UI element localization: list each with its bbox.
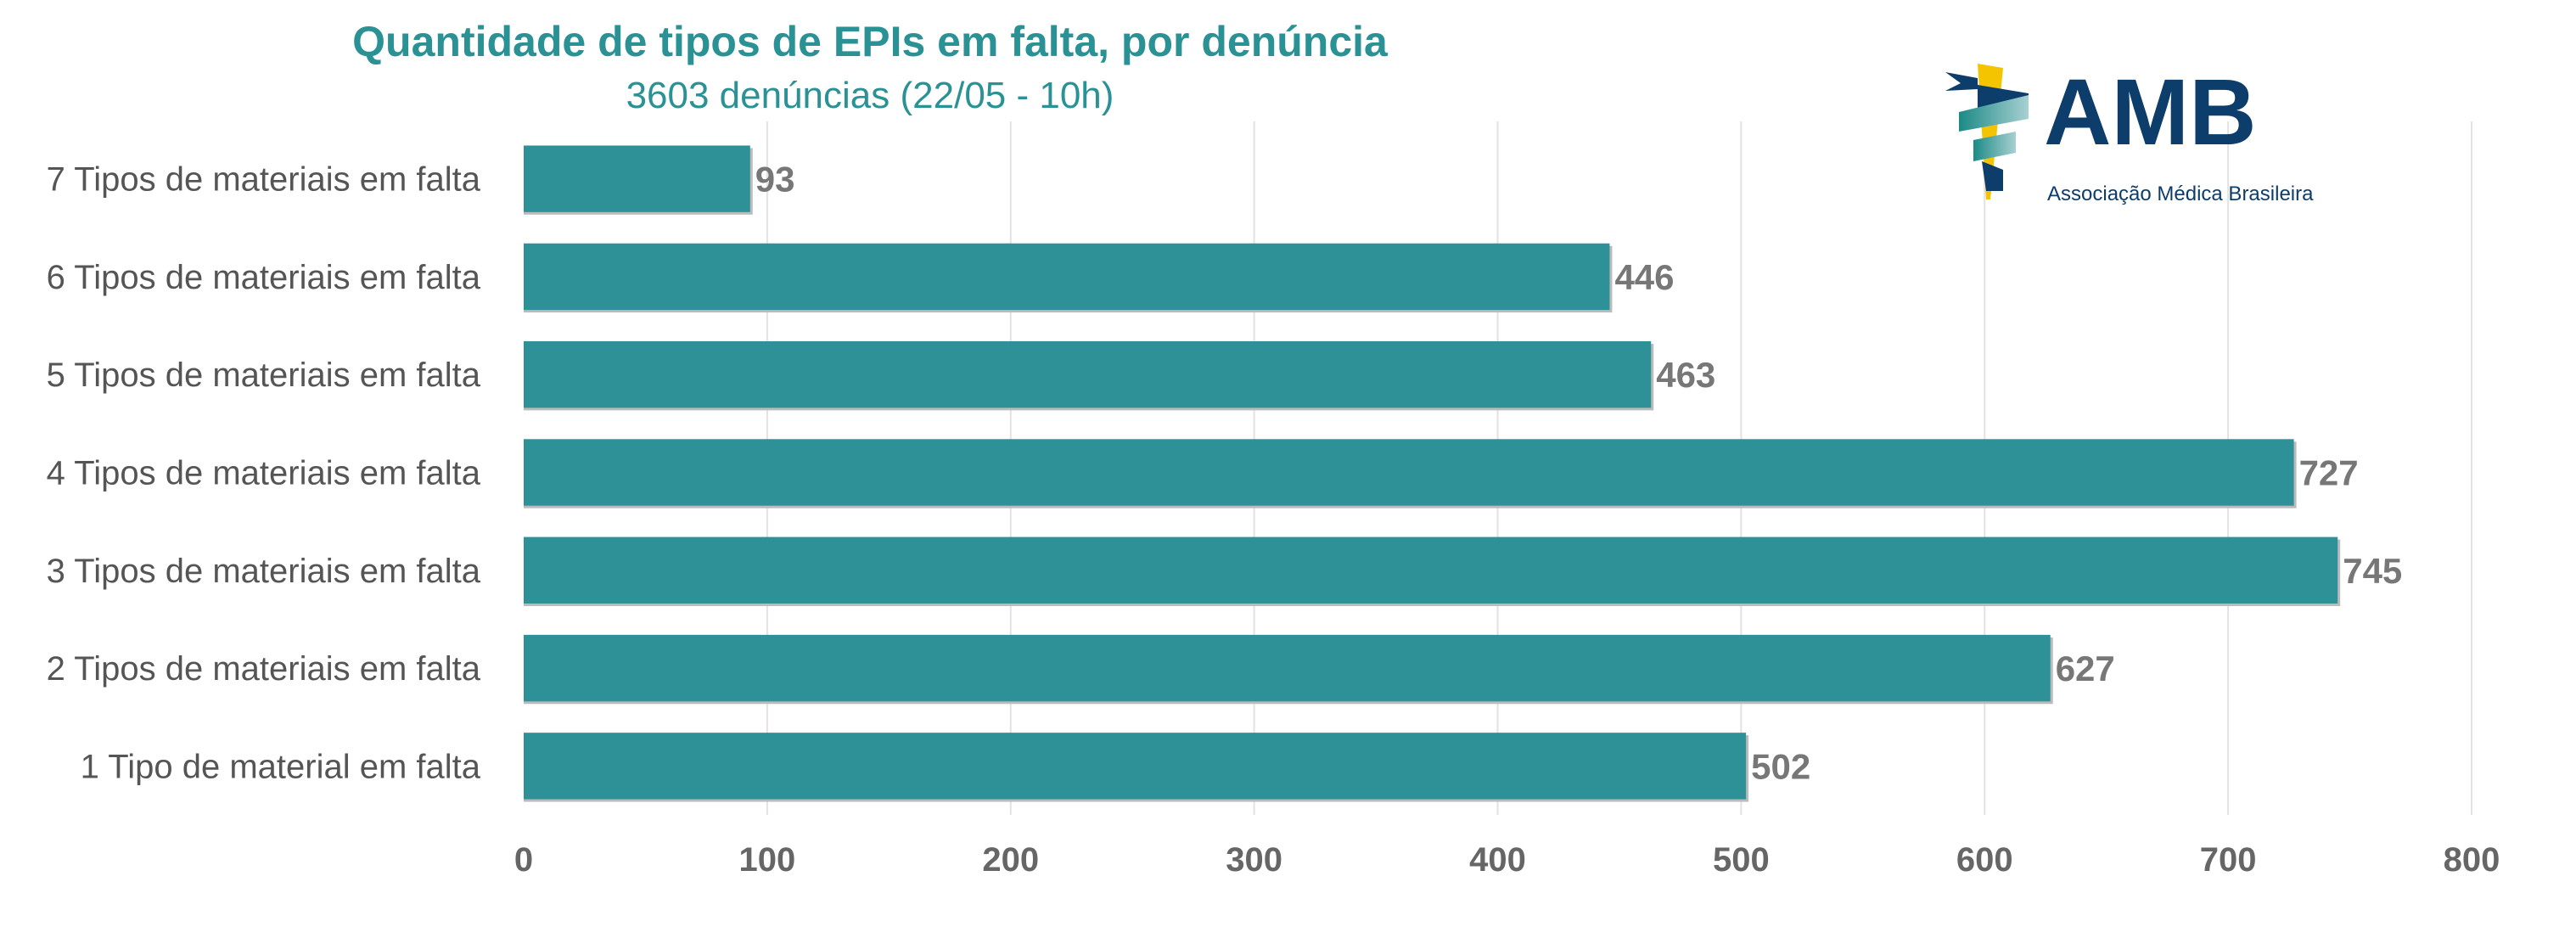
x-tick-label: 400 — [1469, 841, 1526, 879]
y-category-label: 6 Tipos de materiais em falta — [47, 259, 481, 296]
x-tick-label: 0 — [514, 841, 533, 879]
y-category-label: 4 Tipos de materiais em falta — [47, 455, 481, 492]
x-tick-label: 600 — [1956, 841, 2013, 879]
bar — [524, 243, 1610, 311]
x-tick-label: 500 — [1713, 841, 1770, 879]
x-tick-label: 200 — [982, 841, 1039, 879]
x-tick-label: 100 — [739, 841, 796, 879]
y-category-label: 3 Tipos de materiais em falta — [47, 553, 481, 590]
bar — [524, 733, 1747, 800]
y-category-label: 1 Tipo de material em falta — [81, 748, 481, 785]
x-tick-label: 800 — [2444, 841, 2500, 879]
bar — [524, 439, 2294, 506]
x-tick-label: 300 — [1226, 841, 1282, 879]
bar — [524, 341, 1652, 408]
logo-tagline: Associação Médica Brasileira — [2047, 183, 2314, 205]
bar-value-label: 463 — [1656, 355, 1715, 395]
bar-value-label: 446 — [1614, 257, 1674, 297]
bar — [524, 145, 750, 212]
amb-logo: AMB Associação Médica Brasileira — [1945, 60, 2314, 205]
y-category-label: 2 Tipos de materiais em falta — [47, 650, 481, 688]
y-category-label: 5 Tipos de materiais em falta — [47, 357, 481, 394]
bar — [524, 634, 2051, 702]
bar — [524, 536, 2338, 604]
bar-value-label: 745 — [2343, 551, 2402, 591]
y-category-label: 7 Tipos de materiais em falta — [47, 161, 481, 199]
bar-value-label: 727 — [2299, 453, 2359, 493]
bar-value-label: 502 — [1751, 746, 1810, 786]
bar-value-label: 93 — [755, 160, 795, 199]
chart-subtitle: 3603 denúncias (22/05 - 10h) — [626, 75, 1114, 116]
chart-title: Quantidade de tipos de EPIs em falta, po… — [352, 18, 1388, 65]
bar-value-label: 627 — [2056, 649, 2115, 688]
logo-wordmark: AMB — [2044, 60, 2257, 165]
x-tick-label: 700 — [2200, 841, 2257, 879]
